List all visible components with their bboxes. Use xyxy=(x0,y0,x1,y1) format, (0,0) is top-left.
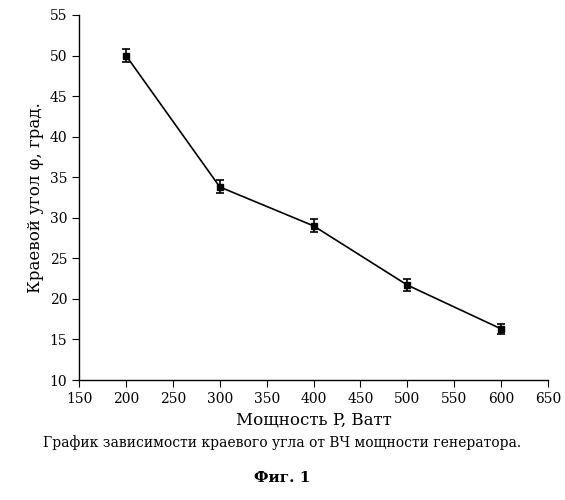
X-axis label: Мощность P, Ватт: Мощность P, Ватт xyxy=(236,412,392,428)
Text: График зависимости краевого угла от ВЧ мощности генератора.: График зависимости краевого угла от ВЧ м… xyxy=(44,435,521,450)
Y-axis label: Краевой угол φ, град.: Краевой угол φ, град. xyxy=(27,102,44,293)
Text: Фиг. 1: Фиг. 1 xyxy=(254,470,311,484)
